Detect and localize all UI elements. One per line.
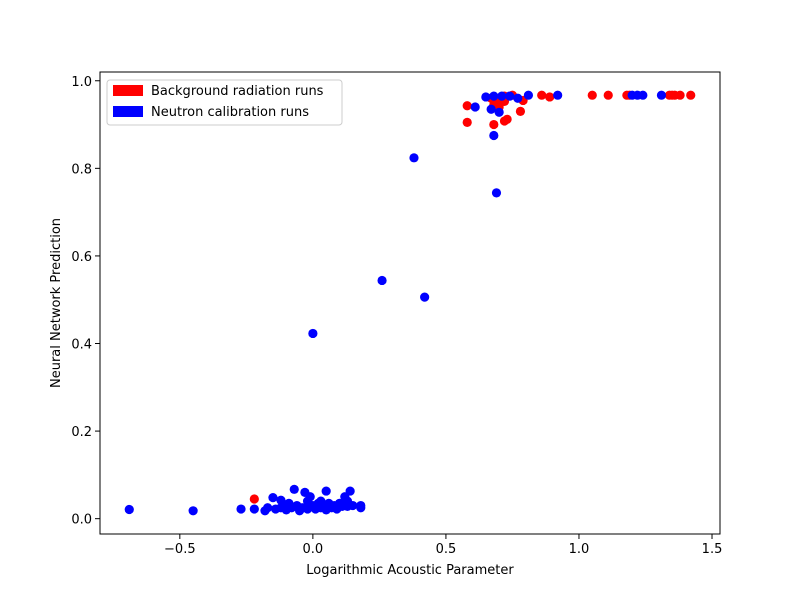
data-point [505, 91, 515, 101]
y-axis-label: Neural Network Prediction [49, 218, 64, 388]
data-point [523, 90, 534, 100]
data-point [494, 107, 504, 117]
data-point [409, 153, 419, 163]
data-point [675, 90, 685, 100]
y-tick-label: 0.6 [71, 250, 92, 265]
x-tick-label: 0.0 [303, 542, 324, 557]
data-point [263, 503, 273, 513]
legend-swatch-background [113, 85, 143, 96]
data-point [537, 90, 547, 100]
data-point [348, 500, 358, 511]
axis-ticks: −0.5 0.0 0.5 1.0 1.5 0.0 0.2 0.4 0.6 0.8 1.0 [71, 75, 722, 557]
data-point [345, 486, 355, 496]
y-tick-label: 0.2 [71, 425, 92, 440]
data-point [268, 493, 278, 503]
data-point [656, 90, 667, 100]
data-point [249, 504, 259, 514]
y-tick-label: 0.0 [71, 513, 92, 528]
data-point [638, 90, 648, 100]
data-point [486, 104, 496, 114]
data-point [249, 494, 259, 504]
data-point [236, 504, 246, 514]
y-tick-label: 0.8 [71, 162, 92, 177]
data-point [462, 101, 472, 111]
data-point [377, 275, 387, 286]
data-point [305, 492, 315, 502]
data-point [470, 102, 480, 112]
x-tick-label: −0.5 [164, 542, 196, 557]
x-tick-label: 1.5 [702, 542, 723, 557]
data-point [188, 506, 198, 516]
legend-swatch-neutron [113, 106, 143, 117]
axes-frame [99, 71, 721, 535]
data-point [686, 90, 696, 100]
data-point [491, 188, 502, 198]
data-point [308, 328, 318, 339]
data-point [603, 90, 613, 100]
data-point [489, 91, 499, 101]
data-point [420, 292, 430, 302]
data-point [321, 486, 331, 496]
legend: Background radiation runs Neutron calibr… [106, 79, 343, 126]
x-tick-label: 0.5 [436, 542, 457, 557]
y-tick-label: 0.4 [71, 338, 92, 353]
data-point [124, 504, 134, 515]
series-neutron-runs [124, 90, 667, 516]
y-tick-label: 1.0 [71, 75, 92, 90]
data-point [489, 130, 499, 141]
legend-label-neutron: Neutron calibration runs [151, 105, 309, 120]
data-point [497, 91, 507, 101]
data-point [481, 92, 491, 102]
data-point [462, 117, 472, 127]
data-point [553, 90, 563, 100]
data-points [124, 90, 696, 516]
data-point [289, 484, 299, 494]
data-point [515, 106, 526, 117]
legend-box [106, 79, 343, 126]
data-point [545, 92, 555, 102]
data-point [587, 90, 597, 100]
x-axis-label: Logarithmic Acoustic Parameter [306, 563, 514, 578]
x-tick-label: 1.0 [569, 542, 590, 557]
data-point [356, 503, 366, 513]
data-point [513, 93, 523, 103]
data-point [502, 114, 512, 124]
data-point [489, 119, 499, 130]
legend-label-background: Background radiation runs [151, 84, 324, 99]
